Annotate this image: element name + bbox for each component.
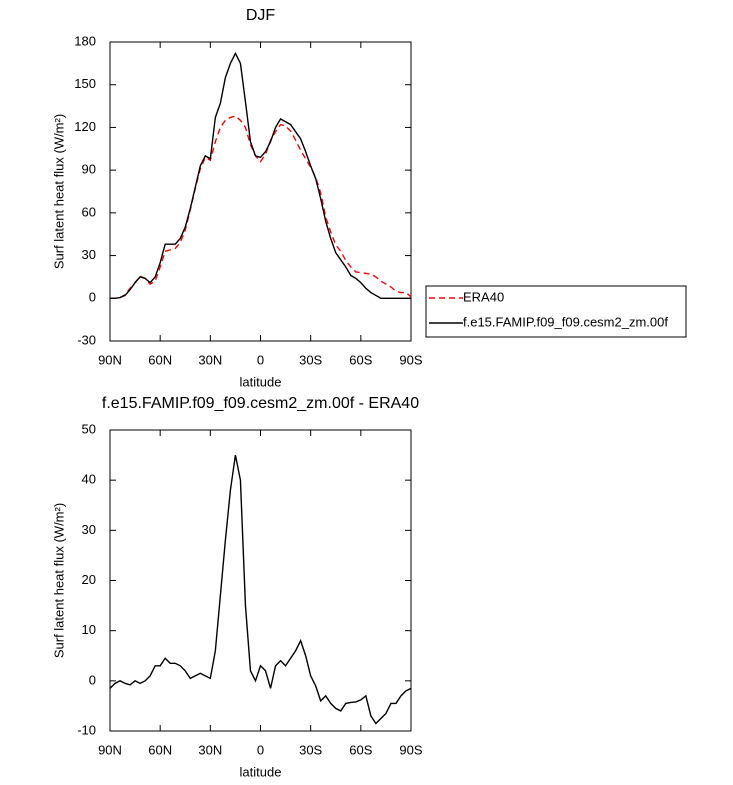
chart-title: f.e15.FAMIP.f09_f09.cesm2_zm.00f - ERA40 bbox=[102, 395, 419, 412]
y-axis-label: Surf latent heat flux (W/m²) bbox=[51, 503, 66, 658]
y-tick-label: 20 bbox=[82, 572, 96, 587]
data-line bbox=[109, 454, 412, 725]
plot-frame bbox=[109, 41, 412, 342]
x-tick-label: 60N bbox=[148, 742, 172, 757]
data-line bbox=[110, 51, 411, 299]
x-tick-label: 0 bbox=[257, 742, 264, 757]
y-tick-label: 0 bbox=[89, 672, 96, 687]
y-tick-label: 0 bbox=[89, 290, 96, 305]
y-tick-label: 50 bbox=[82, 421, 96, 436]
x-tick-label: 30N bbox=[198, 742, 222, 757]
x-tick-label: 60N bbox=[148, 352, 172, 367]
y-axis-label: Surf latent heat flux (W/m²) bbox=[51, 114, 66, 269]
x-tick-label: 90S bbox=[399, 742, 422, 757]
y-tick-label: 60 bbox=[82, 204, 96, 219]
y-tick-label: 180 bbox=[74, 33, 96, 48]
x-tick-label: 90S bbox=[399, 352, 422, 367]
x-tick-label: 30S bbox=[299, 742, 322, 757]
y-tick-label: 90 bbox=[82, 162, 96, 177]
x-tick-label: 0 bbox=[257, 352, 264, 367]
y-tick-label: 150 bbox=[74, 76, 96, 91]
data-line bbox=[110, 115, 412, 299]
x-tick-label: 90N bbox=[98, 742, 122, 757]
chart-title: DJF bbox=[246, 7, 276, 24]
y-tick-label: 30 bbox=[82, 247, 96, 262]
y-tick-label: 10 bbox=[82, 622, 96, 637]
legend-box bbox=[425, 285, 687, 338]
x-axis-label: latitude bbox=[240, 374, 282, 389]
y-tick-label: 30 bbox=[82, 522, 96, 537]
x-tick-label: 60S bbox=[349, 352, 372, 367]
y-tick-label: -30 bbox=[77, 332, 96, 347]
y-tick-label: -10 bbox=[77, 722, 96, 737]
legend-label: f.e15.FAMIP.f09_f09.cesm2_zm.00f bbox=[463, 314, 668, 329]
x-tick-label: 30N bbox=[198, 352, 222, 367]
x-tick-label: 60S bbox=[349, 742, 372, 757]
x-axis-label: latitude bbox=[240, 764, 282, 779]
y-tick-label: 40 bbox=[82, 472, 96, 487]
legend-label: ERA40 bbox=[463, 289, 504, 304]
y-tick-label: 120 bbox=[74, 119, 96, 134]
x-tick-label: 30S bbox=[299, 352, 322, 367]
x-tick-label: 90N bbox=[98, 352, 122, 367]
plot-frame bbox=[109, 429, 412, 732]
